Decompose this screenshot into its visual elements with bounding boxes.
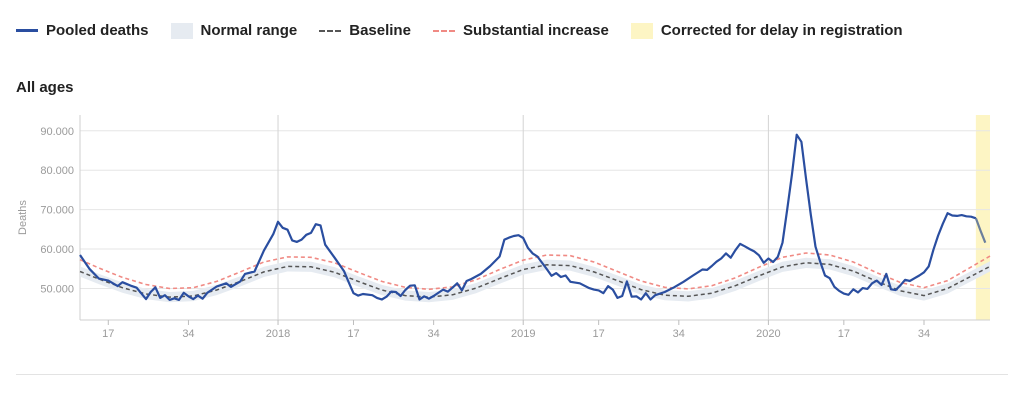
x-tick-label: 34 — [182, 328, 194, 340]
legend-label-substantial: Substantial increase — [462, 22, 609, 39]
x-tick-label: 17 — [593, 328, 605, 340]
y-tick-label: 80.000 — [40, 165, 74, 177]
x-tick-label: 2018 — [266, 328, 290, 340]
x-tick-label: 17 — [347, 328, 359, 340]
legend-item-substantial[interactable]: Substantial increase — [432, 22, 609, 39]
legend-item-corrected[interactable]: Corrected for delay in registration — [630, 22, 903, 39]
legend-label-pooled: Pooled deaths — [46, 22, 149, 39]
substantial-increase-line — [79, 252, 991, 291]
x-tick-label: 34 — [673, 328, 685, 340]
x-tick-label: 34 — [918, 328, 930, 340]
baseline-dash-swatch-icon — [319, 29, 342, 32]
y-tick-label: 90.000 — [40, 126, 74, 138]
legend: Pooled deaths Normal range Baseline Subs… — [16, 22, 925, 39]
legend-label-normal-range: Normal range — [200, 22, 298, 39]
y-tick-label: 60.000 — [40, 244, 74, 256]
normal-range-band — [80, 257, 990, 303]
normal-range-swatch-icon — [170, 22, 193, 39]
y-tick-label: 70.000 — [40, 205, 74, 217]
legend-item-normal-range[interactable]: Normal range — [170, 22, 298, 39]
legend-item-pooled[interactable]: Pooled deaths — [16, 22, 149, 39]
pooled-deaths-line — [79, 133, 977, 301]
y-tick-label: 50.000 — [40, 283, 74, 295]
legend-label-corrected: Corrected for delay in registration — [660, 22, 903, 39]
x-tick-label: 17 — [102, 328, 114, 340]
legend-label-baseline: Baseline — [349, 22, 411, 39]
chart-subtitle: All ages — [16, 79, 74, 96]
x-tick-label: 2020 — [756, 328, 780, 340]
x-tick-label: 34 — [428, 328, 440, 340]
legend-item-baseline[interactable]: Baseline — [319, 22, 411, 39]
corrected-region — [975, 115, 990, 320]
corrected-swatch-icon — [630, 22, 653, 39]
substantial-dash-swatch-icon — [432, 29, 455, 32]
pooled-deaths-corrected-line — [974, 217, 987, 244]
x-tick-label: 17 — [838, 328, 850, 340]
x-tick-label: 2019 — [511, 328, 535, 340]
bottom-divider — [16, 374, 1008, 375]
y-axis-title: Deaths — [17, 200, 29, 235]
pooled-line-swatch-icon — [16, 29, 38, 32]
